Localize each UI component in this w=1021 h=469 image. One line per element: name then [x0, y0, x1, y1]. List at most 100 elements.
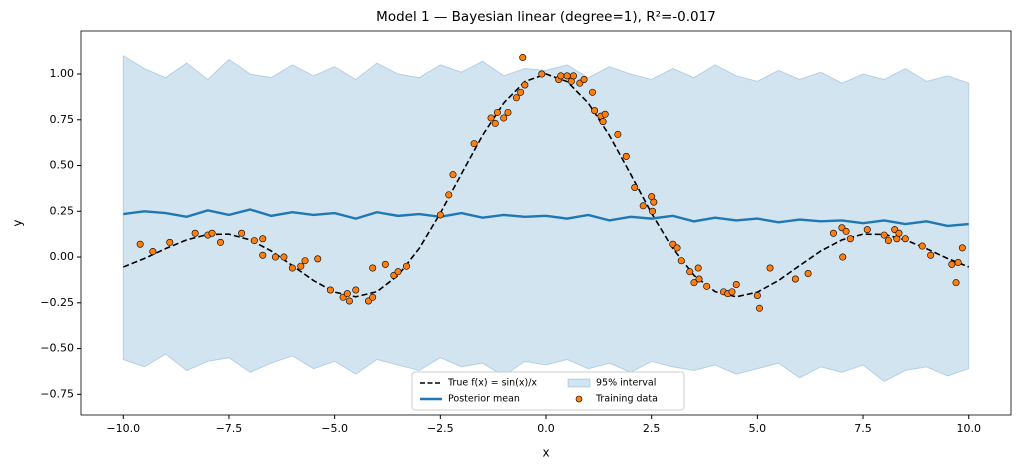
- training-point: [918, 242, 926, 250]
- training-point: [880, 231, 888, 239]
- training-point: [952, 279, 960, 287]
- training-point: [402, 262, 410, 270]
- training-point: [436, 211, 444, 219]
- x-axis-label: x: [542, 446, 549, 460]
- y-tick-label: 0.75: [50, 113, 75, 126]
- legend-label: Training data: [595, 394, 658, 405]
- training-point: [686, 268, 694, 276]
- training-point: [369, 264, 377, 272]
- x-tick-label: −5.0: [321, 422, 348, 435]
- training-point: [521, 81, 529, 89]
- training-point: [343, 290, 351, 298]
- training-point: [601, 110, 609, 118]
- training-point: [755, 304, 763, 312]
- training-point: [470, 140, 478, 148]
- training-point: [791, 275, 799, 283]
- training-point: [449, 171, 457, 179]
- training-point: [271, 253, 279, 261]
- training-point: [191, 229, 199, 237]
- training-point: [394, 268, 402, 276]
- training-point: [599, 118, 607, 126]
- legend-swatch: [575, 395, 583, 403]
- training-point: [345, 297, 353, 305]
- true-function-line: [122, 73, 970, 298]
- legend-box: [411, 371, 685, 411]
- training-point: [259, 235, 267, 243]
- training-point: [703, 282, 711, 290]
- training-point: [895, 229, 903, 237]
- y-tick-label: 0.25: [50, 204, 75, 217]
- training-point: [297, 262, 305, 270]
- x-tick-label: 2.5: [643, 422, 661, 435]
- training-point: [238, 229, 246, 237]
- training-point: [884, 237, 892, 245]
- training-point: [732, 280, 740, 288]
- y-tick-label: 0.50: [50, 159, 75, 172]
- legend-label: 95% interval: [596, 378, 656, 389]
- training-point: [445, 191, 453, 199]
- training-point: [569, 72, 577, 80]
- y-tick-label: 0.00: [50, 250, 75, 263]
- posterior-mean-line: [123, 208, 969, 228]
- training-point: [650, 198, 658, 206]
- training-point: [842, 227, 850, 235]
- training-point: [504, 108, 512, 116]
- training-point: [901, 235, 909, 243]
- training-point: [538, 70, 546, 78]
- training-point: [927, 251, 935, 259]
- interval-band: [122, 54, 970, 383]
- training-point: [753, 291, 761, 299]
- training-point: [517, 88, 525, 96]
- training-point: [766, 264, 774, 272]
- training-point: [487, 114, 495, 122]
- training-point: [519, 54, 527, 62]
- training-point: [958, 244, 966, 252]
- training-point: [829, 229, 837, 237]
- training-point: [673, 244, 681, 252]
- training-point: [631, 183, 639, 191]
- training-point: [381, 260, 389, 268]
- training-point: [326, 286, 334, 294]
- training-point: [839, 253, 847, 261]
- y-tick-label: −0.50: [40, 342, 74, 355]
- training-point: [493, 108, 501, 116]
- training-point: [259, 251, 267, 259]
- training-point: [588, 88, 596, 96]
- training-point: [649, 207, 657, 215]
- training-point: [690, 279, 698, 287]
- training-point: [166, 238, 174, 246]
- training-point: [677, 257, 685, 265]
- training-point: [280, 253, 288, 261]
- training-point: [639, 202, 647, 210]
- training-point: [804, 270, 812, 278]
- training-point: [694, 264, 702, 272]
- training-point: [695, 275, 703, 283]
- training-point: [728, 288, 736, 296]
- training-point: [614, 130, 622, 138]
- training-point: [301, 257, 309, 265]
- training-point: [563, 72, 571, 80]
- training-point: [863, 226, 871, 234]
- x-tick-label: 7.5: [854, 422, 872, 435]
- legend-swatch: [567, 378, 591, 388]
- training-point: [580, 76, 588, 84]
- plot-area: [122, 54, 970, 383]
- training-point: [500, 114, 508, 122]
- training-point: [491, 119, 499, 127]
- y-tick-label: 1.00: [50, 67, 75, 80]
- training-point: [622, 152, 630, 160]
- x-tick-label: −2.5: [427, 422, 454, 435]
- y-axis-label: y: [11, 219, 25, 226]
- training-point: [352, 286, 360, 294]
- x-tick-label: −10.0: [106, 422, 140, 435]
- chart-title: Model 1 — Bayesian linear (degree=1), R²…: [376, 9, 716, 25]
- training-point: [149, 248, 157, 256]
- x-tick-label: 5.0: [749, 422, 767, 435]
- training-point: [948, 260, 956, 268]
- training-point: [591, 107, 599, 115]
- legend-label: True f(x) = sin(x)/x: [447, 378, 537, 389]
- training-point: [512, 94, 520, 102]
- training-point: [557, 72, 565, 80]
- training-point: [369, 293, 377, 301]
